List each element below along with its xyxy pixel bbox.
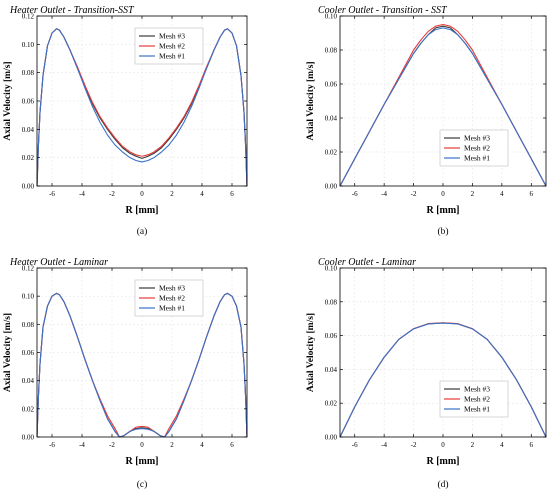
legend-label-mesh-3: Mesh #3 [159, 284, 185, 293]
legend-label-mesh-2: Mesh #2 [464, 144, 490, 153]
series-line-mesh-1 [339, 27, 547, 187]
x-tick-label: -2 [109, 190, 115, 198]
y-tick-label: 0.08 [325, 47, 338, 55]
x-tick-label: 6 [530, 441, 534, 449]
legend-label-mesh-1: Mesh #1 [464, 154, 490, 163]
x-axis-label: R [mm] [125, 205, 158, 216]
y-tick-label: 0.10 [22, 293, 35, 301]
legend-label-mesh-1: Mesh #1 [159, 52, 185, 61]
x-tick-label: -4 [381, 441, 387, 449]
y-tick-label: 0.06 [22, 98, 35, 106]
y-tick-label: 0.06 [325, 332, 338, 340]
x-tick-label: 6 [230, 190, 234, 198]
x-tick-label: -4 [79, 190, 85, 198]
chart-panel-4: Cooler Outlet - Laminar -6 -4 -2 0 2 4 6 0.00 0.0… [306, 257, 547, 490]
y-tick-label: 0.04 [22, 126, 35, 134]
chart-title: Cooler Outlet - Laminar [318, 257, 416, 268]
x-axis-label: R [mm] [426, 205, 459, 216]
y-tick-label: 0.02 [22, 405, 35, 413]
chart-panel-2: Cooler Outlet - Transition - SST -6 -4 -2 0 2… [306, 5, 547, 237]
x-axis-label: R [mm] [125, 456, 158, 467]
y-tick-label: 0.00 [22, 434, 35, 442]
y-tick-label: 0.04 [22, 377, 35, 385]
x-axis-label: R [mm] [426, 456, 459, 467]
y-axis-label: Axial Velocity [m/s] [306, 61, 316, 140]
x-tick-label: -6 [49, 441, 55, 449]
series-line-mesh-1 [36, 292, 248, 438]
legend-label-mesh-3: Mesh #3 [159, 32, 185, 41]
legend-label-mesh-1: Mesh #1 [464, 405, 490, 414]
panel-label: (d) [437, 479, 448, 490]
y-tick-label: 0.00 [325, 183, 338, 191]
y-tick-label: 0.06 [22, 349, 35, 357]
x-tick-label: -6 [49, 190, 55, 198]
y-tick-label: 0.08 [22, 69, 35, 77]
y-axis-label: Axial Velocity [m/s] [3, 61, 13, 140]
y-tick-label: 0.12 [22, 13, 35, 21]
legend-label-mesh-1: Mesh #1 [159, 304, 185, 313]
y-tick-label: 0.00 [22, 183, 35, 191]
x-tick-label: 4 [200, 441, 204, 449]
y-tick-label: 0.02 [325, 149, 338, 157]
x-tick-label: 4 [500, 190, 504, 198]
x-tick-label: 2 [170, 190, 174, 198]
y-tick-label: 0.04 [325, 366, 338, 374]
y-tick-label: 0.10 [325, 13, 338, 21]
x-tick-label: 0 [140, 190, 144, 198]
y-tick-label: 0.04 [325, 115, 338, 123]
x-tick-label: 2 [471, 190, 475, 198]
chart-title: Heater Outlet - Transition-SST [9, 5, 135, 16]
x-tick-label: -6 [352, 441, 358, 449]
y-axis-label: Axial Velocity [m/s] [3, 313, 13, 392]
x-tick-label: 2 [170, 441, 174, 449]
legend-label-mesh-3: Mesh #3 [464, 134, 490, 143]
x-tick-label: 4 [500, 441, 504, 449]
panel-label: (b) [437, 226, 448, 237]
chart-panel-3: Heater Outlet - Laminar -6 -4 -2 0 2 4 6 0.00 0.0… [3, 257, 248, 490]
y-tick-label: 0.08 [325, 298, 338, 306]
x-tick-label: 4 [200, 190, 204, 198]
y-tick-label: 0.02 [22, 154, 35, 162]
chart-title: Heater Outlet - Laminar [9, 257, 108, 268]
legend-label-mesh-3: Mesh #3 [464, 385, 490, 394]
y-tick-label: 0.10 [325, 265, 338, 273]
y-tick-label: 0.12 [22, 265, 35, 273]
x-tick-label: -6 [352, 190, 358, 198]
series-line-mesh-2 [339, 322, 547, 438]
x-tick-label: -4 [79, 441, 85, 449]
x-tick-label: 0 [441, 441, 445, 449]
y-tick-label: 0.10 [22, 41, 35, 49]
chart-title: Cooler Outlet - Transition - SST [318, 5, 448, 16]
legend-label-mesh-2: Mesh #2 [159, 42, 185, 51]
x-tick-label: -2 [411, 441, 417, 449]
y-axis-label: Axial Velocity [m/s] [306, 313, 316, 392]
series-line-mesh-1 [36, 28, 248, 187]
legend-label-mesh-2: Mesh #2 [464, 395, 490, 404]
legend-box [134, 27, 204, 65]
x-tick-label: -4 [381, 190, 387, 198]
chart-panel-1: Heater Outlet - Transition-SST -6 -4 -2 0 2 4 6… [3, 5, 248, 237]
x-tick-label: 0 [441, 190, 445, 198]
y-tick-label: 0.02 [325, 400, 338, 408]
y-tick-label: 0.08 [22, 321, 35, 329]
x-tick-label: -2 [109, 441, 115, 449]
y-tick-label: 0.00 [325, 434, 338, 442]
x-tick-label: 6 [230, 441, 234, 449]
panel-label: (a) [137, 226, 148, 237]
legend-label-mesh-2: Mesh #2 [159, 294, 185, 303]
x-tick-label: 2 [471, 441, 475, 449]
y-tick-label: 0.06 [325, 81, 338, 89]
panel-label: (c) [137, 479, 148, 490]
series-line-mesh-1 [339, 322, 547, 438]
x-tick-label: -2 [411, 190, 417, 198]
x-tick-label: 0 [140, 441, 144, 449]
x-tick-label: 6 [530, 190, 534, 198]
